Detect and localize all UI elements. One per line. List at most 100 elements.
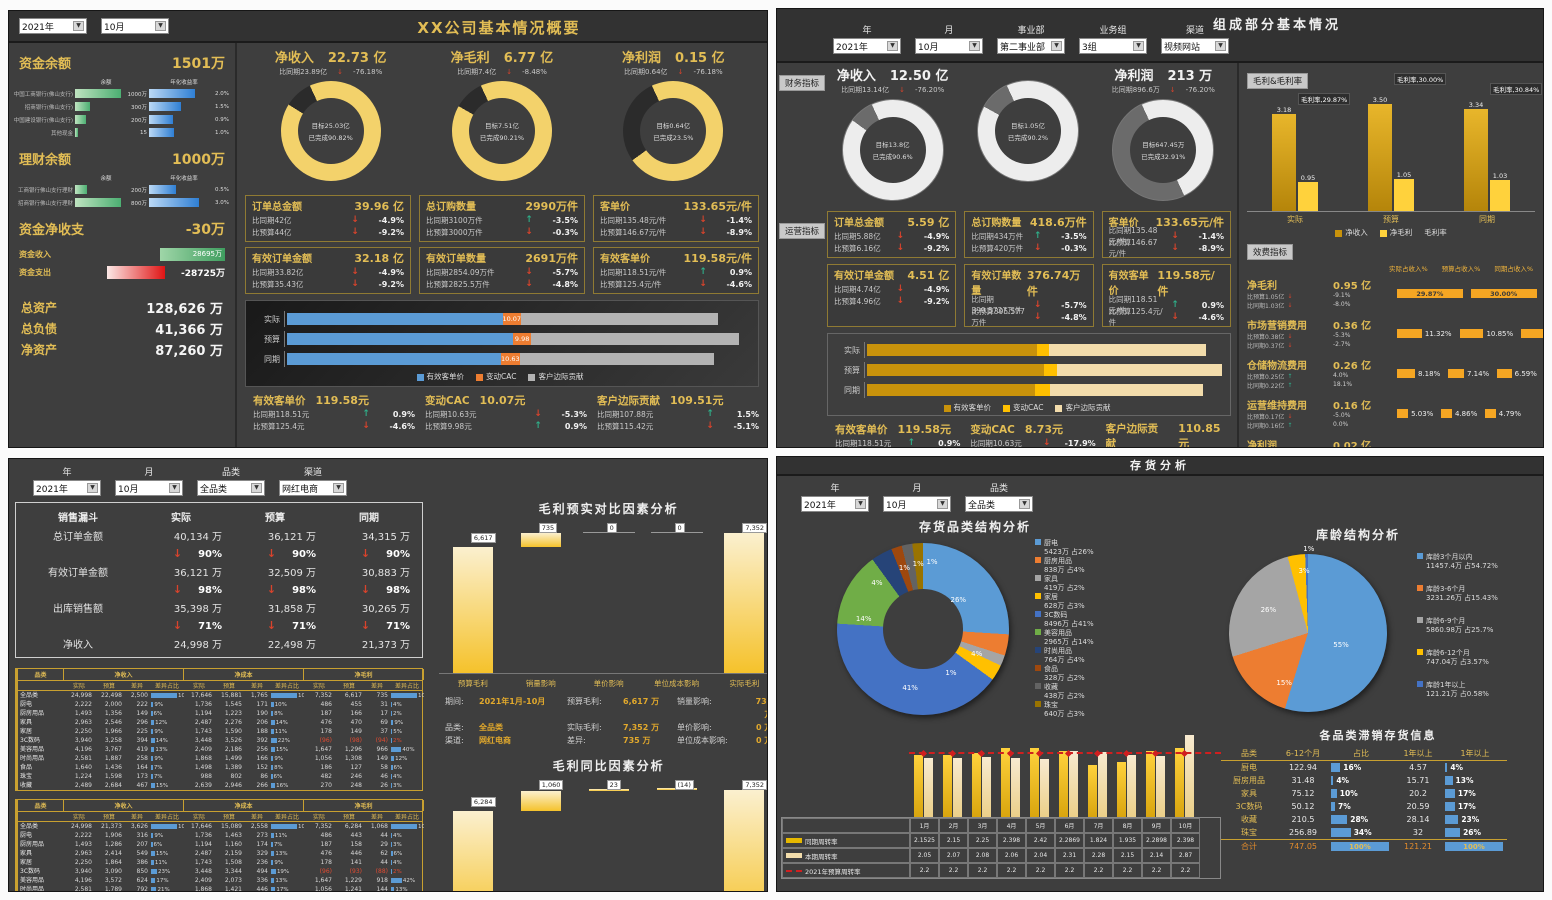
yield-value: 0.9%: [215, 116, 229, 123]
turnover-value: 2.31: [1055, 848, 1084, 863]
current-bar: [1069, 750, 1078, 817]
cell-value: 3,344: [224, 868, 242, 875]
month-label: 7月: [1084, 818, 1113, 833]
turnover-value: 2.05: [910, 848, 939, 863]
pct-bar: [271, 702, 274, 707]
filter-dropdown[interactable]: 10月 ▼: [915, 38, 983, 54]
filter-dropdown[interactable]: 全品类 ▼: [965, 496, 1033, 512]
legend-name: 库龄3个月以内: [1426, 553, 1473, 561]
cell-value: 258: [136, 755, 148, 762]
chevron-down-icon: ▼: [1019, 499, 1030, 509]
legend-item: 家具 419万 占2%: [1035, 575, 1094, 593]
cell-value: 329: [256, 850, 268, 857]
funnel-value: 32,509 万: [267, 568, 316, 579]
down-arrow-icon: ↓: [706, 421, 714, 431]
pct-bar: [271, 711, 274, 716]
metric-delta: -9.2%: [923, 296, 950, 306]
metric-panel: 客单价 133.65元/件 比同期135.48元/件 ↓ -1.4% 比预算146.67元…: [593, 195, 759, 242]
month-label: 6月: [1055, 818, 1084, 833]
metric-delta: 0.9%: [729, 267, 752, 277]
cell-value: 1,598: [104, 773, 122, 780]
legend-amount: 640万 占3%: [1044, 710, 1085, 718]
legend-amount: 121.21万 占0.58%: [1426, 690, 1489, 698]
down-arrow-icon: ↓: [172, 619, 183, 632]
table-row: 家具 2,963 2,546 296 12% 2,487 2,276 206 14% 476 470…: [20, 719, 404, 726]
legend-item: 库龄1年以上 121.21万 占0.58%: [1417, 681, 1498, 699]
donut-completion: 已完成90.2%: [1007, 134, 1049, 142]
balance-value: 1000万: [127, 91, 148, 98]
legend-swatch: [1035, 611, 1041, 617]
profit-bar: [1394, 178, 1414, 211]
filter-dropdown[interactable]: 网红电商 ▼: [279, 480, 347, 496]
kpi-delta: -8.48%: [522, 67, 547, 76]
month-bar-group: [1170, 725, 1199, 817]
pct-bar: [1445, 815, 1459, 824]
filter-dropdown[interactable]: 全品类 ▼: [197, 480, 265, 496]
total-row: 净资产 87,260 万: [21, 339, 223, 360]
down-arrow-icon: ↓: [351, 267, 359, 277]
metric-delta: 0.9%: [938, 438, 961, 448]
turnover-value: 2.2: [1142, 863, 1171, 878]
filter-dropdown[interactable]: 视频网站 ▼: [1161, 38, 1229, 54]
cell-value: (93): [349, 868, 362, 875]
wealth-balance-value: 1000万: [172, 152, 225, 168]
cell-value: 486: [320, 832, 332, 839]
row-label: 时尚用品: [20, 755, 45, 762]
filter-品类: 品类 全品类 ▼: [197, 465, 265, 496]
legend-swatch: [1035, 701, 1041, 707]
metric-delta: -8.9%: [726, 227, 752, 237]
filter-dropdown[interactable]: 3组 ▼: [1079, 38, 1147, 54]
metric-title: 总订购数量: [971, 218, 1022, 229]
filter-dropdown[interactable]: 第二事业部 ▼: [997, 38, 1065, 54]
cell-value: 2,487: [194, 719, 212, 726]
filter-dropdown[interactable]: 2021年 ▼: [19, 18, 87, 34]
eff-bar: 8.18%: [1397, 369, 1440, 378]
filter-dropdown[interactable]: 2021年 ▼: [833, 38, 901, 54]
stale-category: 3C数码: [1235, 802, 1263, 811]
yield-bar: [149, 115, 173, 124]
filter-dropdown[interactable]: 2021年 ▼: [801, 496, 869, 512]
filter-dropdown[interactable]: 10月 ▼: [883, 496, 951, 512]
eff-bar: 11.08%: [1521, 329, 1543, 338]
cell-value: 2,546: [104, 719, 122, 726]
stale-value: 4.57: [1409, 763, 1427, 772]
bar-segment-变动CAC: [1044, 364, 1057, 376]
filter-dropdown[interactable]: 2021年 ▼: [33, 480, 101, 496]
pct-bar: [391, 729, 393, 734]
legend-name: 家具: [1044, 575, 1058, 583]
table-row: 厨房用品 1,493 1,356 149 6% 1,194 1,223 190 8% 187 166…: [20, 710, 402, 717]
metric-compare: 比同期2854.09万件: [426, 267, 495, 277]
metric-compare: 比同期107.88元: [597, 409, 654, 419]
kpi-donut-group: 净收入 12.50 亿比同期13.14亿 ↓ -76.20% 目标13.8亿 已完成90.…: [832, 65, 954, 207]
pct-bar: [391, 738, 392, 743]
cell-value: 2,159: [224, 850, 242, 857]
down-arrow-icon: ↓: [337, 67, 343, 76]
stale-value: 20.2: [1409, 789, 1427, 798]
filter-dropdown[interactable]: 10月 ▼: [115, 480, 183, 496]
current-bar: [1040, 758, 1049, 817]
slice-label: 26%: [950, 596, 967, 605]
cell-value: 149: [376, 755, 388, 762]
legend-item: 3C数码 8496万 占41%: [1035, 611, 1094, 629]
cell-value: 1,308: [344, 755, 362, 762]
month-label: 2月: [939, 818, 968, 833]
eff-value: 0.16 亿: [1333, 401, 1372, 412]
down-arrow-icon: ↓: [351, 227, 359, 237]
waterfall-label: 0: [674, 523, 685, 533]
pct-bar: [271, 738, 277, 743]
metric-delta: -4.6%: [1198, 312, 1224, 322]
current-bar: [1156, 755, 1165, 817]
info-value: 网红电商: [479, 736, 511, 745]
table-row: 美容用品 4,196 3,767 419 13% 2,409 2,186 256 15% 1,64…: [20, 746, 415, 753]
funnel-value: 40,134 万: [173, 532, 222, 543]
filter-dropdown[interactable]: 10月 ▼: [101, 18, 169, 34]
info-value: 全品类: [479, 723, 503, 732]
stacked-bar-row: 同期: [832, 382, 1222, 398]
prior-bar: [1088, 764, 1097, 817]
row-label: 全品类: [20, 692, 39, 699]
pct-bar: [151, 842, 153, 847]
cell-value: 1,789: [104, 886, 122, 892]
eff-bar-label: 8.18%: [1417, 369, 1441, 378]
budget-line: [909, 751, 1221, 754]
table-corner: 品类: [18, 669, 64, 680]
